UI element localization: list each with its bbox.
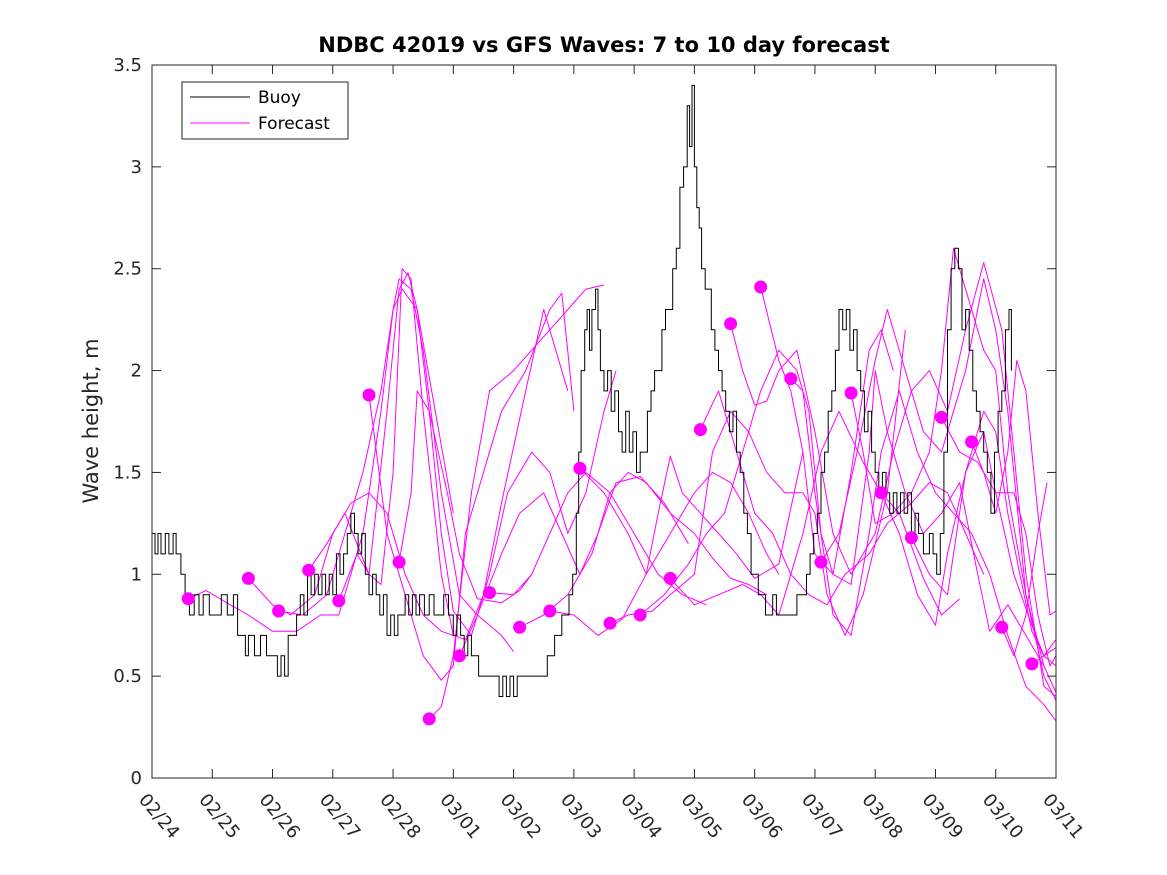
- y-tick-label-1: 0.5: [113, 666, 142, 687]
- plot-area: [152, 65, 1056, 778]
- y-tick-label-2: 1: [131, 564, 142, 585]
- forecast-line-4: [338, 268, 569, 640]
- buoy-line: [152, 84, 1012, 697]
- legend-box: [181, 81, 349, 140]
- legend-label-buoy: Buoy: [258, 88, 301, 108]
- forecast-line-25: [971, 359, 1057, 616]
- y-tick-label-6: 3: [131, 157, 142, 178]
- y-tick-labels: 0 0.5 1 1.5 2 2.5 3 3.5: [113, 55, 142, 789]
- forecast-marker-26: [995, 620, 1009, 634]
- forecast-line-24: [941, 417, 1057, 667]
- forecast-marker-22: [874, 486, 888, 500]
- forecast-marker-13: [603, 616, 617, 630]
- y-tick-label-0: 0: [131, 768, 142, 789]
- forecast-marker-8: [452, 649, 466, 663]
- forecast-line-11: [549, 471, 780, 636]
- forecast-marker-1: [241, 571, 255, 585]
- forecast-marker-5: [362, 388, 376, 402]
- forecast-line-0: [187, 288, 454, 632]
- forecast-marker-11: [543, 604, 557, 618]
- forecast-marker-9: [483, 586, 496, 600]
- buoy-line-group: [152, 84, 1012, 697]
- forecast-marker-15: [663, 571, 677, 585]
- forecast-marker-23: [904, 531, 918, 545]
- forecast-marker-16: [693, 423, 707, 437]
- forecast-line-3: [308, 272, 533, 604]
- forecast-marker-20: [814, 555, 828, 569]
- chart-title: NDBC 42019 vs GFS Waves: 7 to 10 day for…: [318, 33, 889, 57]
- axes-box: [151, 64, 1057, 779]
- y-tick-label-7: 3.5: [113, 55, 142, 76]
- forecast-line-21: [850, 247, 1057, 693]
- forecast-marker-25: [965, 435, 979, 449]
- forecast-line-16: [699, 390, 985, 606]
- y-tick-label-3: 1.5: [113, 462, 142, 483]
- forecast-line-23: [910, 410, 1057, 657]
- forecast-marker-19: [784, 372, 798, 386]
- forecast-marker-2: [272, 604, 286, 618]
- forecast-marker-12: [573, 461, 587, 475]
- forecast-line-22: [880, 431, 1057, 667]
- forecast-line-13: [609, 329, 906, 636]
- forecast-marker-17: [724, 317, 738, 331]
- y-tick-label-5: 2.5: [113, 259, 142, 280]
- forecast-marker-6: [392, 555, 406, 569]
- forecast-line-7: [428, 284, 605, 720]
- forecast-line-12: [579, 451, 804, 579]
- forecast-marker-21: [844, 386, 858, 400]
- forecast-line-1: [248, 492, 454, 636]
- forecast-line-6: [398, 370, 617, 636]
- y-axis-label: Wave height, m: [79, 338, 103, 503]
- y-tick-label-4: 2: [131, 361, 142, 382]
- forecast-line-19: [790, 378, 1057, 722]
- forecast-line-10: [519, 471, 767, 628]
- forecast-line-26: [1001, 482, 1048, 657]
- forecast-marker-10: [513, 620, 527, 634]
- forecast-marker-3: [302, 563, 316, 577]
- forecast-marker-27: [1025, 657, 1039, 671]
- forecast-marker-7: [422, 712, 436, 726]
- legend-label-forecast: Forecast: [258, 114, 330, 134]
- forecast-marker-14: [633, 608, 647, 622]
- forecast-marker-0: [181, 592, 195, 606]
- legend: Buoy Forecast: [181, 81, 349, 140]
- forecast-marker-18: [754, 280, 768, 294]
- forecast-marker-24: [935, 410, 948, 424]
- forecast-markers: [181, 280, 1039, 726]
- forecast-marker-4: [332, 594, 346, 608]
- forecast-line-15: [669, 410, 960, 616]
